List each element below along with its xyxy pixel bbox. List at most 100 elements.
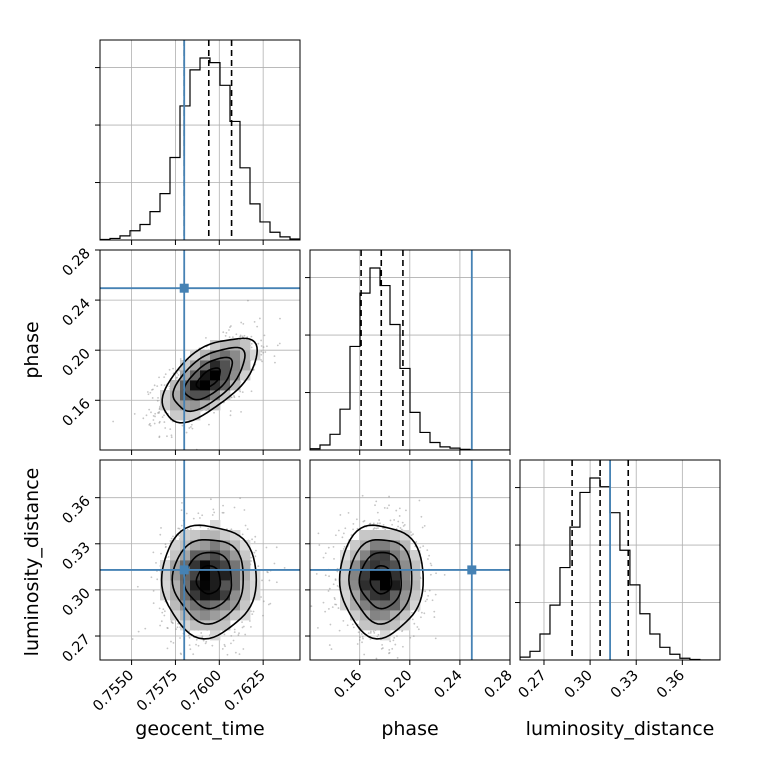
density-cell xyxy=(340,550,351,561)
sample-point xyxy=(175,377,178,379)
density-cell xyxy=(220,620,231,631)
density-cell xyxy=(180,600,191,611)
density-cell xyxy=(240,540,251,551)
density-cell xyxy=(240,570,251,581)
density-cell xyxy=(380,610,391,621)
sample-point xyxy=(164,373,167,376)
sample-point xyxy=(261,579,263,582)
sample-point xyxy=(431,599,434,602)
sample-point xyxy=(223,643,226,646)
density-cell xyxy=(210,590,221,601)
sample-point xyxy=(162,608,165,611)
sample-point xyxy=(197,644,200,647)
density-cell xyxy=(240,360,251,371)
density-cell xyxy=(220,570,231,581)
density-cell xyxy=(190,370,201,381)
contour-level-3 xyxy=(338,524,425,640)
density-cell xyxy=(180,580,191,591)
sample-point xyxy=(160,527,162,529)
sample-point xyxy=(168,385,171,388)
sample-point xyxy=(161,416,164,418)
density-cell xyxy=(180,410,191,421)
density-cell xyxy=(220,550,231,561)
density-cell xyxy=(230,600,241,611)
sample-point xyxy=(418,499,421,502)
sample-point xyxy=(260,350,263,353)
sample-point xyxy=(246,528,249,531)
sample-point xyxy=(205,336,207,339)
sample-point xyxy=(332,546,335,548)
sample-point xyxy=(273,562,276,565)
density-cell xyxy=(230,340,241,351)
sample-point xyxy=(334,598,336,601)
tick-label-x: 0.27 xyxy=(516,668,550,702)
density-cell xyxy=(390,540,401,551)
sample-point xyxy=(358,639,361,641)
sample-point xyxy=(163,384,166,387)
density-cell xyxy=(230,570,241,581)
sample-point xyxy=(399,527,402,529)
sample-point xyxy=(430,564,433,567)
sample-point xyxy=(152,602,155,605)
sample-point xyxy=(388,495,390,498)
sample-point xyxy=(310,605,313,608)
sample-point xyxy=(329,623,332,626)
density-cell xyxy=(250,580,261,591)
sample-point xyxy=(204,642,207,645)
density-cell xyxy=(370,570,381,581)
contour-level-3 xyxy=(160,524,258,640)
sample-point xyxy=(379,522,381,525)
density-cell xyxy=(170,400,181,411)
sample-point xyxy=(195,638,198,641)
density-cell xyxy=(210,570,221,581)
sample-point xyxy=(346,624,349,627)
density-cell xyxy=(400,580,411,591)
sample-point xyxy=(372,630,375,633)
sample-point xyxy=(164,427,167,429)
density-cell xyxy=(190,380,201,391)
density-cell xyxy=(200,540,211,551)
sample-point xyxy=(261,360,263,363)
sample-point xyxy=(361,641,363,644)
density-cell xyxy=(230,560,241,571)
density-cell xyxy=(340,580,351,591)
density-cell xyxy=(230,380,241,391)
sample-point xyxy=(373,527,376,530)
sample-point xyxy=(177,622,180,625)
sample-point xyxy=(344,527,347,530)
sample-point xyxy=(328,644,331,646)
sample-point xyxy=(396,635,398,638)
sample-point xyxy=(401,630,403,633)
sample-point xyxy=(339,514,342,516)
sample-point xyxy=(416,626,419,628)
histogram-step xyxy=(100,57,300,240)
sample-point xyxy=(376,511,379,514)
sample-point xyxy=(276,344,279,347)
density-cell xyxy=(230,350,241,361)
sample-point xyxy=(185,431,188,434)
sample-point xyxy=(382,524,385,526)
density-cell xyxy=(230,530,241,541)
sample-point xyxy=(188,644,191,647)
sample-point xyxy=(435,572,437,575)
sample-point xyxy=(226,653,229,656)
density-cell xyxy=(210,610,221,621)
sample-point xyxy=(262,351,265,354)
sample-point xyxy=(238,395,241,398)
panel-luminosity-distance-vs-phase: 0.16 0.20 0.24 0.28 xyxy=(305,459,516,702)
sample-point xyxy=(176,372,179,375)
sample-point xyxy=(233,628,236,631)
sample-point xyxy=(275,581,278,584)
density-cell xyxy=(370,590,381,601)
density-cell xyxy=(410,590,421,601)
density-cell xyxy=(220,530,231,541)
sample-point xyxy=(268,579,271,582)
sample-point xyxy=(181,424,184,427)
sample-point xyxy=(421,526,424,529)
contour-level-1 xyxy=(358,551,402,610)
density-cell xyxy=(200,580,211,591)
sample-point xyxy=(238,632,240,635)
density-cell xyxy=(190,390,201,401)
sample-point xyxy=(279,317,281,320)
truth-marker xyxy=(179,565,189,575)
